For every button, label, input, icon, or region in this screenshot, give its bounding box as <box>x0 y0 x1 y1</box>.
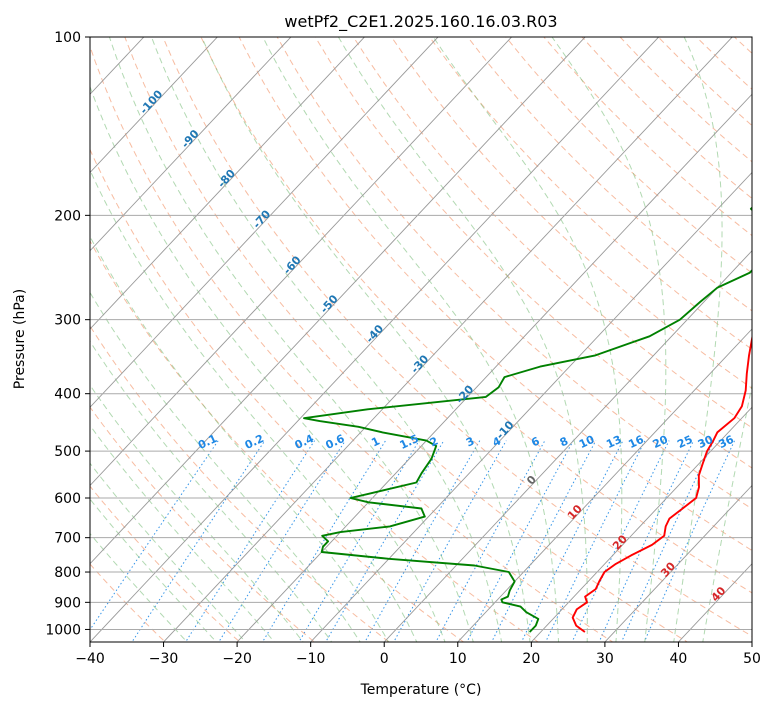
mixing-ratio-line <box>621 440 715 642</box>
mixing-ratio-label: 10 <box>577 433 597 451</box>
moist-adiabat-line <box>673 37 723 642</box>
isotherm-line <box>90 37 439 408</box>
x-axis-label: Temperature (°C) <box>360 682 482 698</box>
x-tick-label: −40 <box>75 651 105 667</box>
x-tick-label: −10 <box>296 651 326 667</box>
mixing-ratio-line <box>545 440 646 642</box>
mixing-ratio-line <box>218 440 346 642</box>
dry-adiabat-line <box>90 485 241 642</box>
x-tick-label: 20 <box>522 651 540 667</box>
mixing-ratio-line <box>90 440 219 631</box>
isotherm-line <box>310 171 752 642</box>
y-tick-label: 800 <box>54 565 81 581</box>
dry-adiabat-line <box>314 37 752 469</box>
x-tick-label: 50 <box>743 651 761 667</box>
isotherm-line <box>383 250 752 642</box>
x-tick-label: −20 <box>222 651 252 667</box>
isobar-grid <box>90 37 752 630</box>
dry-adiabat-line <box>90 563 166 642</box>
y-tick-label: 400 <box>54 387 81 403</box>
temperature-profile-line <box>571 327 752 633</box>
plot-area: -100-90-80-70-60-50-40-30-20-10010203040… <box>90 37 752 642</box>
moist-adiabat-line <box>90 424 276 642</box>
mixing-ratio-line <box>435 440 546 642</box>
mixing-ratio-line <box>325 440 445 642</box>
y-axis-ticks: 100 200 300 400 500 600 700 800 900 1000 <box>45 30 90 638</box>
mixing-ratio-line <box>393 440 507 642</box>
plot-frame <box>89 36 753 643</box>
moist-adiabat-line <box>702 382 752 642</box>
mixing-ratio-label: 25 <box>675 433 694 451</box>
x-axis-ticks: −40 −30 −20 −10 0 10 20 30 40 50 <box>75 642 761 667</box>
y-tick-label: 600 <box>54 491 81 507</box>
moist-adiabat-line <box>262 37 560 642</box>
mixing-ratio-line <box>643 440 736 642</box>
profile-series <box>303 206 752 633</box>
mixing-ratio-label: 20 <box>651 433 671 451</box>
y-axis-label: Pressure (hPa) <box>12 289 28 389</box>
isotherm-line <box>236 93 752 642</box>
x-tick-label: 40 <box>670 651 688 667</box>
x-tick-label: 0 <box>380 651 389 667</box>
isotherm-line <box>604 484 752 642</box>
y-tick-label: 700 <box>54 531 81 547</box>
y-tick-label: 200 <box>54 208 81 224</box>
x-tick-label: −30 <box>149 651 179 667</box>
mixing-ratio-label: 36 <box>716 433 736 451</box>
isotherm-line <box>90 37 218 174</box>
x-tick-label: 30 <box>596 651 614 667</box>
isotherm-line <box>90 37 513 487</box>
mixing-ratio-line <box>466 440 574 642</box>
skewed-isotherms <box>90 37 752 642</box>
isotherm-line <box>90 37 292 252</box>
mixing-ratio-line <box>298 440 420 642</box>
moist-adiabat-line <box>551 37 667 642</box>
y-tick-label: 900 <box>54 595 81 611</box>
isotherm-line <box>530 406 752 642</box>
y-tick-label: 100 <box>54 30 81 46</box>
mixing-ratio-line <box>571 440 670 642</box>
moist-adiabat-line <box>432 37 623 642</box>
chart-title: wetPf2_C2E1.2025.160.16.03.R03 <box>284 12 557 32</box>
y-tick-label: 1000 <box>45 622 81 638</box>
isotherm-line <box>90 37 660 642</box>
isotherm-line <box>457 328 752 642</box>
moist-adiabat-line <box>337 37 588 642</box>
x-tick-label: 10 <box>449 651 467 667</box>
mixing-ratio-label: 30 <box>696 433 716 451</box>
mixing-ratio-line <box>491 440 597 642</box>
y-tick-label: 300 <box>54 313 81 329</box>
dry-adiabat-line <box>352 37 752 429</box>
mixing-ratio-label: 16 <box>626 433 646 451</box>
isotherm-line <box>90 37 586 565</box>
dry-adiabat-line <box>90 239 465 642</box>
isotherm-line <box>162 37 733 642</box>
dewpoint-profile-line <box>303 206 752 633</box>
moist-adiabat-line <box>90 85 446 642</box>
y-tick-label: 500 <box>54 444 81 460</box>
mixing-ratio-label: 13 <box>604 433 623 451</box>
isotherm-line <box>90 37 366 330</box>
